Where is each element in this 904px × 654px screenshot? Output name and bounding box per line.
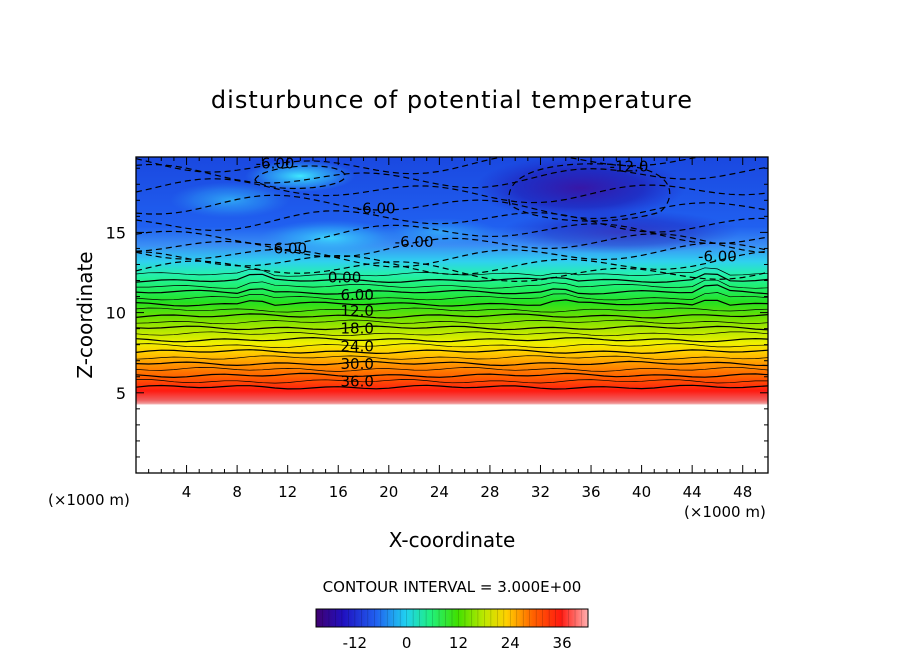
contour-line bbox=[136, 292, 768, 301]
x-tick-label: 12 bbox=[278, 483, 297, 501]
dashed-contour-line bbox=[136, 178, 768, 204]
y-unit-label: (×1000 m) bbox=[48, 491, 130, 509]
contour-line bbox=[136, 360, 768, 367]
contour-line bbox=[136, 372, 768, 379]
contour-label: -6.00 bbox=[698, 247, 737, 265]
contour-line bbox=[136, 366, 768, 372]
contour-label: 36.0 bbox=[340, 373, 373, 391]
contour-line bbox=[136, 331, 768, 337]
dashed-contour-line bbox=[136, 210, 768, 233]
warm-pocket-4 bbox=[380, 218, 500, 246]
x-tick-label: 20 bbox=[379, 483, 398, 501]
warm-pocket-2 bbox=[260, 220, 400, 256]
y-axis-ticks: 5 10 15 bbox=[106, 167, 768, 458]
warm-pocket-1 bbox=[245, 160, 355, 192]
y-tick-label: 10 bbox=[106, 304, 126, 323]
x-tick-label: 48 bbox=[733, 483, 752, 501]
colorbar-tick-label: -12 bbox=[343, 634, 368, 652]
cold-region bbox=[475, 157, 685, 220]
x-tick-label: 32 bbox=[531, 483, 550, 501]
colorbar-frame bbox=[315, 608, 589, 628]
contour-label: 24.0 bbox=[340, 337, 373, 355]
contour-line bbox=[136, 343, 768, 348]
dashed-contour-line bbox=[136, 250, 768, 276]
x-tick-label: 24 bbox=[430, 483, 449, 501]
x-tick-label: 36 bbox=[581, 483, 600, 501]
x-axis-ticks: 4 8 12 16 20 24 28 32 36 40 44 48 bbox=[148, 157, 756, 501]
warm-pocket-3 bbox=[170, 182, 290, 218]
contour-field bbox=[136, 157, 768, 473]
x-tick-label: 44 bbox=[683, 483, 702, 501]
contour-label: 30.0 bbox=[340, 355, 373, 373]
dashed-contour-line bbox=[136, 242, 768, 268]
contour-label: -6.00 bbox=[357, 199, 396, 217]
x-tick-label: 40 bbox=[632, 483, 651, 501]
contour-label: 6.00 bbox=[340, 286, 373, 304]
contour-lines bbox=[136, 267, 768, 390]
x-tick-label: 4 bbox=[182, 483, 192, 501]
contour-line bbox=[136, 325, 768, 331]
contour-label: -6.00 bbox=[395, 233, 434, 251]
chart-title: disturbunce of potential temperature bbox=[210, 86, 694, 114]
x-tick-label: 8 bbox=[232, 483, 242, 501]
contour-line bbox=[136, 284, 768, 295]
contour-interval-text: CONTOUR INTERVAL = 3.000E+00 bbox=[323, 578, 582, 596]
x-axis-label: X-coordinate bbox=[389, 528, 516, 552]
y-tick-label: 15 bbox=[106, 223, 126, 242]
x-unit-label: (×1000 m) bbox=[684, 503, 766, 521]
contour-label: -6.00 bbox=[256, 154, 295, 172]
cold-core-contour bbox=[508, 163, 671, 222]
contour-line bbox=[136, 267, 768, 277]
negative-contour-lines bbox=[136, 157, 768, 283]
contour-line bbox=[136, 319, 768, 325]
contour-label: -12.0 bbox=[610, 158, 649, 176]
colorbar bbox=[316, 609, 588, 627]
dashed-contour-line bbox=[136, 233, 768, 258]
dashed-contour-line bbox=[136, 163, 768, 189]
colorbar-stripes bbox=[322, 609, 582, 627]
contour-line bbox=[136, 384, 768, 390]
cold-region-lower bbox=[500, 210, 740, 254]
dashed-contour-line bbox=[136, 260, 768, 283]
contour-label: 18.0 bbox=[340, 320, 373, 338]
colorbar-tick-labels: -12 0 12 24 36 bbox=[343, 634, 572, 652]
colorbar-tick-label: 24 bbox=[501, 634, 520, 652]
contour-line bbox=[136, 355, 768, 360]
contour-labels: -6.00 -12.0 -6.00 -6.00 -6.00 -6.00 0.006.0012… bbox=[256, 154, 737, 390]
contour-label: -6.00 bbox=[268, 239, 307, 257]
contour-line bbox=[136, 273, 768, 284]
contour-line bbox=[136, 279, 768, 289]
dashed-contour-line bbox=[136, 194, 768, 220]
colorbar-tick-label: 12 bbox=[449, 634, 468, 652]
contour-label: 12.0 bbox=[340, 302, 373, 320]
colorbar-tick-label: 36 bbox=[553, 634, 572, 652]
contour-line bbox=[136, 379, 768, 384]
contour-line bbox=[136, 299, 768, 307]
y-axis-label: Z-coordinate bbox=[73, 251, 97, 378]
colorbar-tick-label: 0 bbox=[402, 634, 412, 652]
contour-label: 0.00 bbox=[328, 268, 361, 286]
contour-line bbox=[136, 349, 768, 355]
contour-line bbox=[136, 307, 768, 313]
y-tick-label: 5 bbox=[116, 384, 126, 403]
contour-line bbox=[136, 336, 768, 343]
contour-line bbox=[136, 313, 768, 319]
x-tick-label: 28 bbox=[480, 483, 499, 501]
warm-pocket-contour bbox=[254, 165, 346, 190]
dashed-contour-line bbox=[136, 223, 768, 246]
dashed-contour-line bbox=[136, 157, 768, 175]
x-tick-label: 16 bbox=[329, 483, 348, 501]
